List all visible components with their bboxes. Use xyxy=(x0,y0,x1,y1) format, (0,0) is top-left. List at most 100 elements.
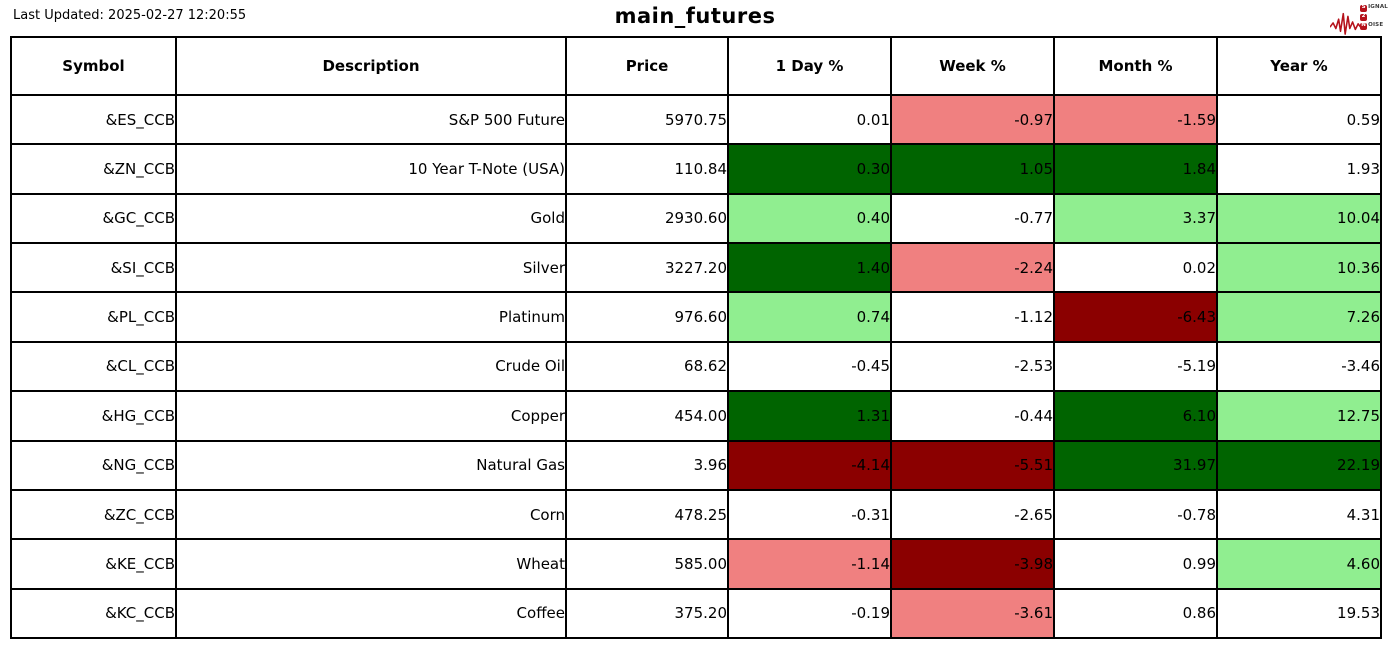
logo-rest-oise: OISE xyxy=(1368,22,1384,29)
price-cell: 976.60 xyxy=(565,291,729,343)
change-cell: 19.53 xyxy=(1216,587,1382,640)
last-updated-label: Last Updated: 2025-02-27 12:20:55 xyxy=(13,8,247,23)
change-cell: -1.14 xyxy=(727,538,892,590)
description-cell: Natural Gas xyxy=(175,439,567,491)
price-cell: 3227.20 xyxy=(565,242,729,294)
change-cell: 10.36 xyxy=(1216,242,1382,294)
logo-letter-s: S xyxy=(1360,4,1368,12)
logo-line-noise: N OISE xyxy=(1360,22,1388,30)
description-cell: Crude Oil xyxy=(175,340,567,393)
symbol-cell: &CL_CCB xyxy=(10,340,177,393)
table-row: &PL_CCB Platinum 976.60 0.74 -1.12 -6.43 7.26 xyxy=(10,291,1382,343)
description-cell: S&P 500 Future xyxy=(175,93,567,146)
logo-letter-2: 2 xyxy=(1360,13,1368,21)
logo-letter-n: N xyxy=(1360,22,1368,30)
price-cell: 3.96 xyxy=(565,439,729,491)
price-cell: 375.20 xyxy=(565,587,729,640)
futures-table: Symbol Description Price 1 Day % Week % Month… xyxy=(10,36,1382,640)
price-cell: 110.84 xyxy=(565,143,729,195)
table-row: &ZN_CCB 10 Year T-Note (USA) 110.84 0.30 1.0… xyxy=(10,143,1382,195)
symbol-cell: &GC_CCB xyxy=(10,192,177,245)
symbol-cell: &NG_CCB xyxy=(10,439,177,491)
change-cell: 0.02 xyxy=(1053,242,1218,294)
table-row: &KC_CCB Coffee 375.20 -0.19 -3.61 0.86 19.53 xyxy=(10,587,1382,640)
change-cell: 4.60 xyxy=(1216,538,1382,590)
price-cell: 68.62 xyxy=(565,340,729,393)
change-cell: -0.97 xyxy=(890,93,1055,146)
change-cell: 1.05 xyxy=(890,143,1055,195)
table-row: &ES_CCB S&P 500 Future 5970.75 0.01 -0.97 -1.… xyxy=(10,93,1382,146)
change-cell: 12.75 xyxy=(1216,390,1382,442)
symbol-cell: &KC_CCB xyxy=(10,587,177,640)
change-cell: 31.97 xyxy=(1053,439,1218,491)
change-cell: 0.01 xyxy=(727,93,892,146)
column-header-week-: Week % xyxy=(890,36,1055,96)
change-cell: -2.53 xyxy=(890,340,1055,393)
change-cell: 0.99 xyxy=(1053,538,1218,590)
table-header-row: Symbol Description Price 1 Day % Week % Month… xyxy=(10,36,1382,96)
symbol-cell: &KE_CCB xyxy=(10,538,177,590)
change-cell: -0.45 xyxy=(727,340,892,393)
description-cell: Wheat xyxy=(175,538,567,590)
change-cell: -1.12 xyxy=(890,291,1055,343)
logo-line-2: 2 xyxy=(1360,13,1388,21)
symbol-cell: &HG_CCB xyxy=(10,390,177,442)
change-cell: 0.30 xyxy=(727,143,892,195)
change-cell: -0.19 xyxy=(727,587,892,640)
signal2noise-logo: S IGNAL 2 N OISE xyxy=(1330,2,1388,36)
table-row: &CL_CCB Crude Oil 68.62 -0.45 -2.53 -5.19 -3.4… xyxy=(10,340,1382,393)
column-header-description: Description xyxy=(175,36,567,96)
price-cell: 585.00 xyxy=(565,538,729,590)
table-row: &KE_CCB Wheat 585.00 -1.14 -3.98 0.99 4.60 xyxy=(10,538,1382,590)
column-header-1-day-: 1 Day % xyxy=(727,36,892,96)
change-cell: 1.31 xyxy=(727,390,892,442)
change-cell: -1.59 xyxy=(1053,93,1218,146)
change-cell: 1.84 xyxy=(1053,143,1218,195)
symbol-cell: &ZC_CCB xyxy=(10,488,177,541)
futures-table-body: &ES_CCB S&P 500 Future 5970.75 0.01 -0.97 -1.… xyxy=(10,93,1382,640)
change-cell: 0.86 xyxy=(1053,587,1218,640)
logo-line-signal: S IGNAL xyxy=(1360,4,1388,12)
page-title: main_futures xyxy=(614,4,776,28)
change-cell: 0.59 xyxy=(1216,93,1382,146)
table-row: &HG_CCB Copper 454.00 1.31 -0.44 6.10 12.75 xyxy=(10,390,1382,442)
price-cell: 5970.75 xyxy=(565,93,729,146)
table-row: &GC_CCB Gold 2930.60 0.40 -0.77 3.37 10.04 xyxy=(10,192,1382,245)
description-cell: Gold xyxy=(175,192,567,245)
table-row: &ZC_CCB Corn 478.25 -0.31 -2.65 -0.78 4.31 xyxy=(10,488,1382,541)
change-cell: 0.40 xyxy=(727,192,892,245)
description-cell: 10 Year T-Note (USA) xyxy=(175,143,567,195)
column-header-year-: Year % xyxy=(1216,36,1382,96)
change-cell: 22.19 xyxy=(1216,439,1382,491)
price-cell: 454.00 xyxy=(565,390,729,442)
column-header-price: Price xyxy=(565,36,729,96)
price-cell: 478.25 xyxy=(565,488,729,541)
symbol-cell: &ES_CCB xyxy=(10,93,177,146)
change-cell: 1.40 xyxy=(727,242,892,294)
change-cell: -3.61 xyxy=(890,587,1055,640)
description-cell: Coffee xyxy=(175,587,567,640)
description-cell: Silver xyxy=(175,242,567,294)
heartbeat-waveform-icon xyxy=(1330,12,1364,35)
change-cell: -0.77 xyxy=(890,192,1055,245)
change-cell: -5.19 xyxy=(1053,340,1218,393)
column-header-symbol: Symbol xyxy=(10,36,177,96)
change-cell: -0.31 xyxy=(727,488,892,541)
change-cell: -0.44 xyxy=(890,390,1055,442)
change-cell: 3.37 xyxy=(1053,192,1218,245)
table-row: &SI_CCB Silver 3227.20 1.40 -2.24 0.02 10.36 xyxy=(10,242,1382,294)
change-cell: 6.10 xyxy=(1053,390,1218,442)
change-cell: -6.43 xyxy=(1053,291,1218,343)
description-cell: Platinum xyxy=(175,291,567,343)
change-cell: 0.74 xyxy=(727,291,892,343)
change-cell: -3.98 xyxy=(890,538,1055,590)
change-cell: 10.04 xyxy=(1216,192,1382,245)
change-cell: -2.65 xyxy=(890,488,1055,541)
change-cell: -3.46 xyxy=(1216,340,1382,393)
column-header-month-: Month % xyxy=(1053,36,1218,96)
symbol-cell: &SI_CCB xyxy=(10,242,177,294)
change-cell: 7.26 xyxy=(1216,291,1382,343)
price-cell: 2930.60 xyxy=(565,192,729,245)
symbol-cell: &PL_CCB xyxy=(10,291,177,343)
change-cell: 1.93 xyxy=(1216,143,1382,195)
